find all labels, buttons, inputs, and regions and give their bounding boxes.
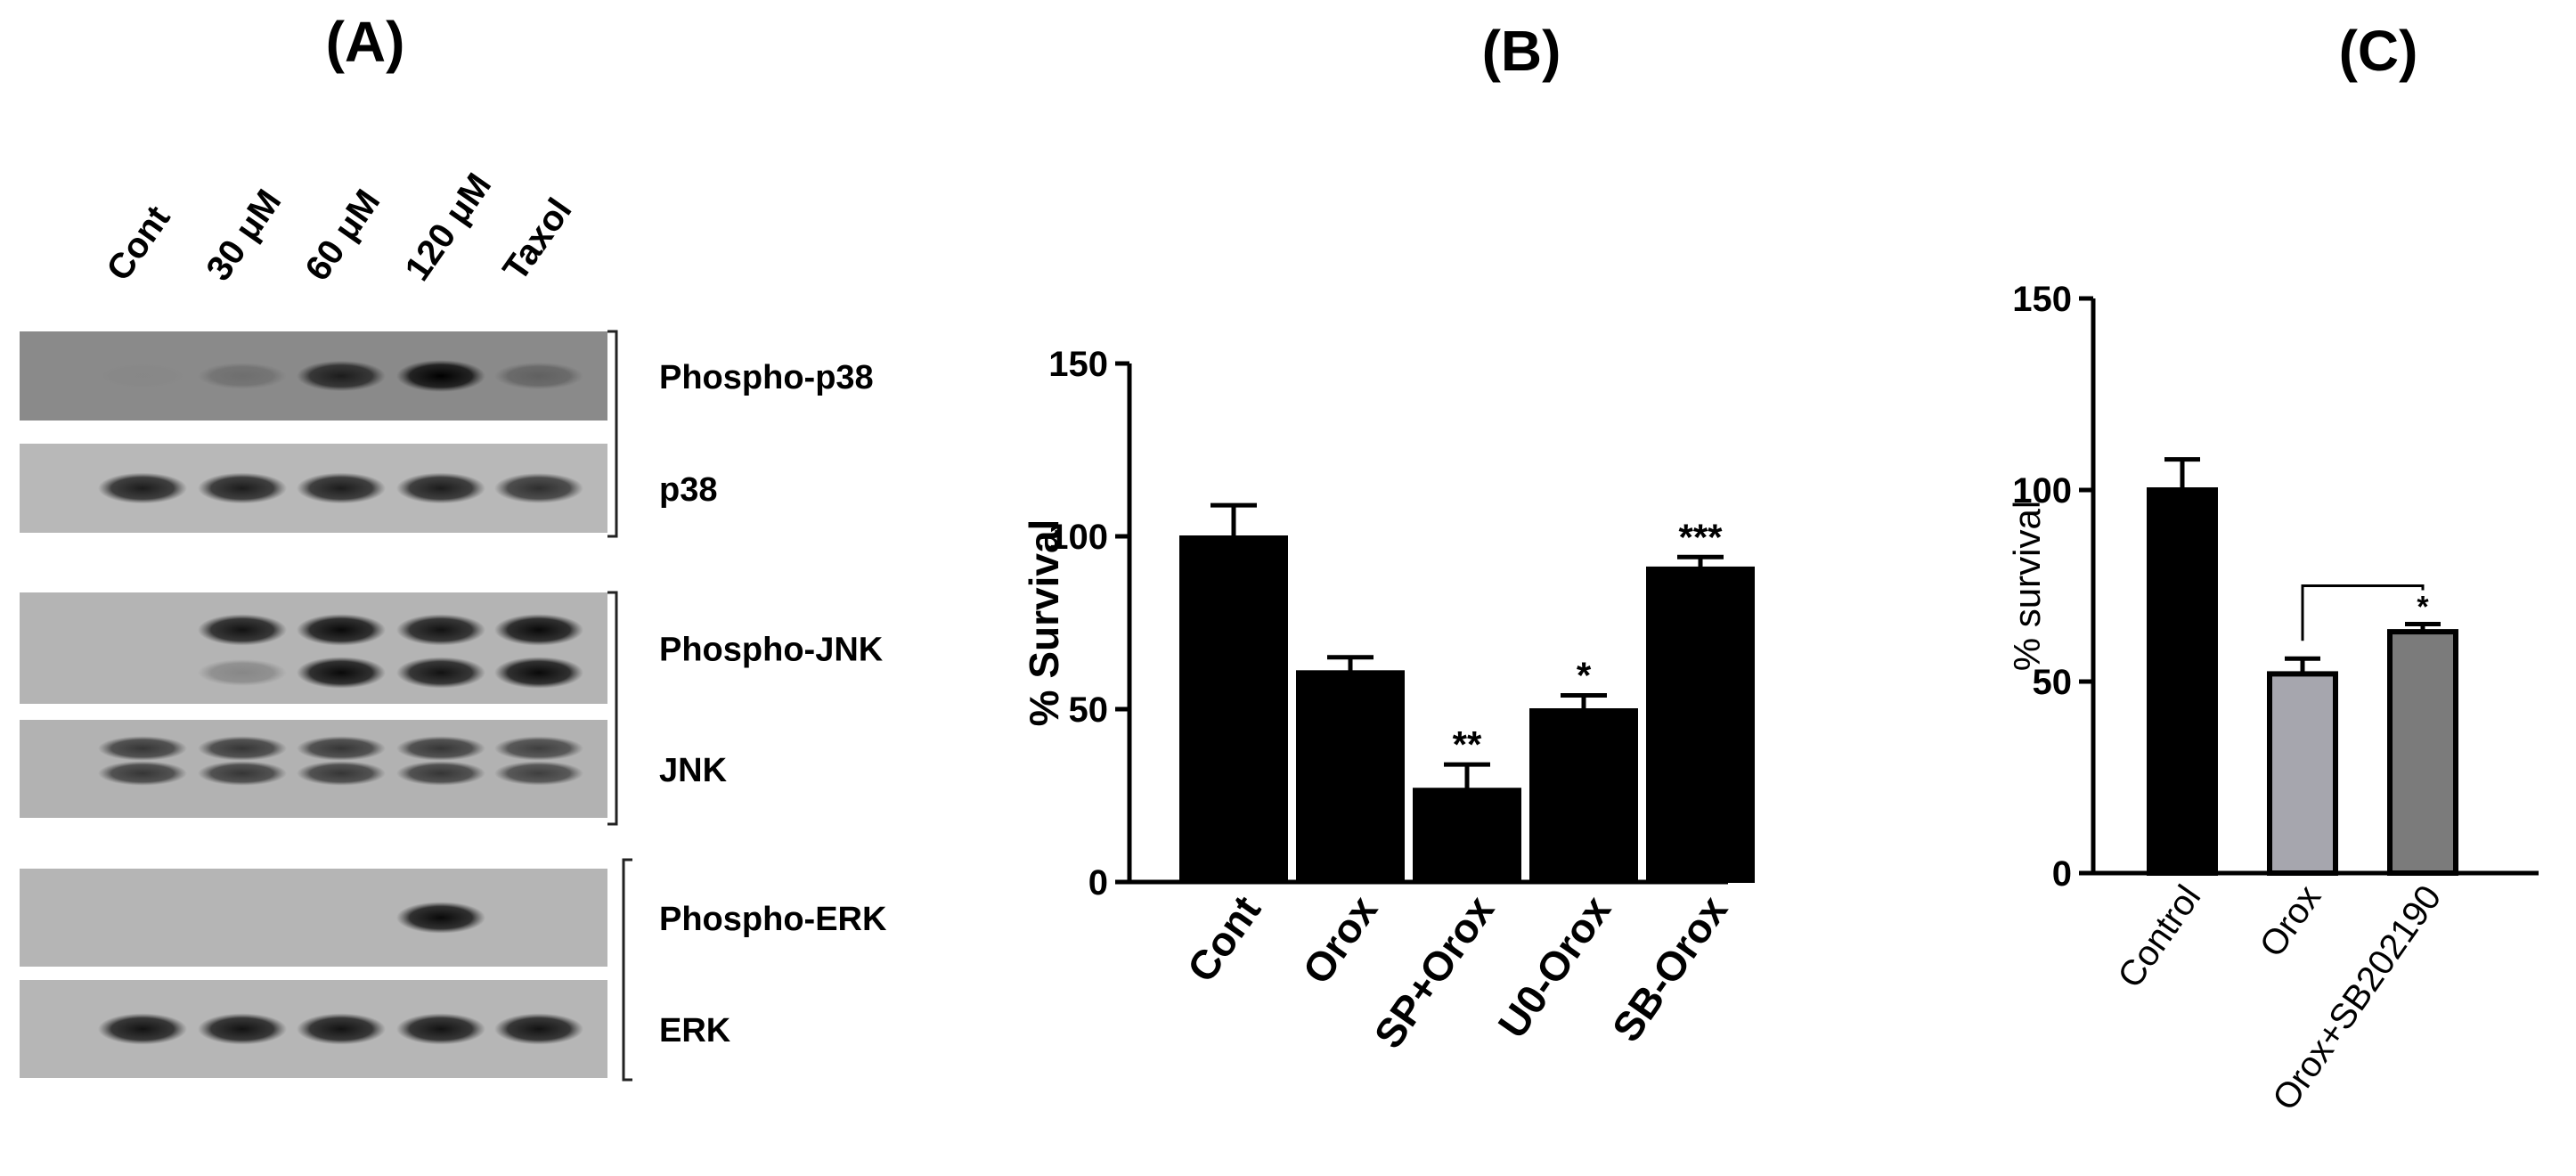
band-label: ERK bbox=[659, 1012, 731, 1049]
blot-band bbox=[494, 736, 583, 761]
blot-band bbox=[396, 1013, 485, 1045]
blot-band bbox=[198, 761, 287, 786]
blot-band bbox=[98, 736, 187, 761]
blot-bracket bbox=[607, 591, 618, 826]
blot-band bbox=[396, 657, 485, 689]
y-axis-label: % survival bbox=[2006, 501, 2048, 671]
blot-band bbox=[494, 362, 583, 390]
bar bbox=[1646, 566, 1755, 883]
significance-label: * bbox=[2417, 591, 2429, 625]
y-axis-label: % Survival bbox=[1021, 519, 1067, 727]
blot-band bbox=[98, 761, 187, 786]
blot-band bbox=[198, 363, 287, 389]
blot-strip bbox=[20, 592, 607, 704]
bar bbox=[2267, 671, 2338, 877]
blot-band bbox=[494, 761, 583, 786]
blot-band bbox=[297, 614, 386, 646]
blot-band bbox=[198, 1013, 287, 1045]
y-tick-label: 150 bbox=[1048, 345, 1108, 384]
comparison-bracket bbox=[2301, 584, 2425, 641]
blot-band bbox=[494, 473, 583, 503]
significance-label: * bbox=[1577, 654, 1592, 696]
blot-band bbox=[198, 736, 287, 761]
band-label: JNK bbox=[659, 752, 728, 789]
blot-band bbox=[396, 360, 485, 392]
band-label: Phospho-p38 bbox=[659, 359, 874, 396]
category-label: Orox bbox=[2253, 878, 2329, 964]
blot-band bbox=[297, 657, 386, 689]
blot-band bbox=[98, 1013, 187, 1045]
blot-band bbox=[297, 472, 386, 504]
blot-band bbox=[396, 761, 485, 786]
panel-c-label: (C) bbox=[2338, 19, 2418, 83]
bar bbox=[1413, 788, 1521, 883]
panel-b-label: (B) bbox=[1481, 19, 1561, 83]
y-tick-label: 0 bbox=[1088, 863, 1108, 902]
blot-bracket bbox=[607, 330, 618, 538]
significance-label: *** bbox=[1678, 516, 1723, 558]
bar bbox=[2387, 629, 2458, 876]
category-label: Control bbox=[2110, 878, 2208, 995]
blot-band bbox=[494, 1013, 583, 1045]
blot-band bbox=[198, 472, 287, 504]
bar bbox=[1179, 535, 1288, 883]
y-tick-label: 50 bbox=[1069, 690, 1109, 730]
blot-band bbox=[396, 614, 485, 646]
y-tick-label: 100 bbox=[2012, 471, 2072, 510]
blot-band bbox=[297, 360, 386, 392]
y-tick-label: 100 bbox=[1048, 518, 1108, 557]
bar bbox=[1296, 670, 1405, 883]
band-label: p38 bbox=[659, 471, 717, 509]
y-tick-label: 0 bbox=[2052, 854, 2072, 894]
y-tick-label: 150 bbox=[2012, 280, 2072, 319]
blot-band bbox=[396, 736, 485, 761]
blot-bracket bbox=[622, 858, 632, 1082]
blot-band bbox=[396, 472, 485, 504]
y-tick-label: 50 bbox=[2033, 663, 2073, 702]
bar bbox=[2147, 487, 2218, 876]
blot-band bbox=[198, 659, 287, 686]
blot-band bbox=[198, 614, 287, 646]
blot-band bbox=[297, 1013, 386, 1045]
band-label: Phospho-ERK bbox=[659, 901, 887, 938]
blot-band bbox=[396, 902, 485, 934]
blot-band bbox=[297, 761, 386, 786]
bar bbox=[1529, 708, 1638, 883]
western-blot-panel: Cont 30 μM 60 μM 120 μMTaxolPhospho-p38p38P… bbox=[20, 167, 887, 1082]
blot-band bbox=[494, 657, 583, 689]
blot-band bbox=[297, 736, 386, 761]
blot-band bbox=[494, 614, 583, 646]
band-label: Phospho-JNK bbox=[659, 632, 884, 669]
blot-band bbox=[98, 472, 187, 504]
blot-strip bbox=[20, 869, 607, 967]
panel-a-label: (A) bbox=[325, 10, 405, 74]
significance-label: ** bbox=[1453, 723, 1482, 765]
